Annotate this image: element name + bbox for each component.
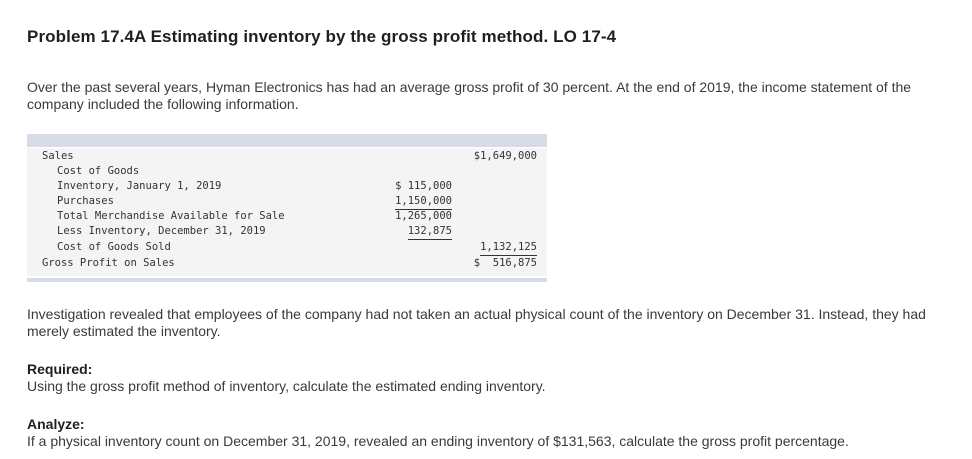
statement-row-sales: Sales $1,649,000 xyxy=(27,149,547,164)
row-label: Gross Profit on Sales xyxy=(42,257,175,269)
row-value: $ 115,000 xyxy=(395,180,452,192)
row-label: Purchases xyxy=(57,195,114,207)
row-label: Cost of Goods Sold xyxy=(57,241,171,253)
statement-row-purchases: Purchases 1,150,000 xyxy=(27,194,547,210)
statement-row-less-inventory: Less Inventory, December 31, 2019 132,87… xyxy=(27,224,547,240)
row-label: Inventory, January 1, 2019 xyxy=(57,180,222,192)
required-text: Using the gross profit method of invento… xyxy=(27,378,546,394)
income-statement: Sales $1,649,000 Cost of Goods Inventory… xyxy=(27,134,547,282)
problem-title: Problem 17.4A Estimating inventory by th… xyxy=(27,27,617,46)
investigation-paragraph: Investigation revealed that employees of… xyxy=(27,306,926,339)
analyze-heading: Analyze: xyxy=(27,416,85,432)
row-label: Total Merchandise Available for Sale xyxy=(57,210,285,222)
row-value: $1,649,000 xyxy=(473,150,537,162)
row-label: Less Inventory, December 31, 2019 xyxy=(57,225,266,237)
row-value: 1,265,000 xyxy=(395,210,452,222)
row-value: $ 516,875 xyxy=(473,257,537,269)
intro-paragraph: Over the past several years, Hyman Elect… xyxy=(27,79,912,112)
analyze-text: If a physical inventory count on Decembe… xyxy=(27,433,849,449)
statement-row-gross-profit: Gross Profit on Sales $ 516,875 xyxy=(27,256,547,271)
statement-row-cogs-sold: Cost of Goods Sold 1,132,125 xyxy=(27,240,547,256)
statement-row-inventory-jan: Inventory, January 1, 2019 $ 115,000 xyxy=(27,179,547,194)
statement-row-cogs-header: Cost of Goods xyxy=(27,164,547,179)
statement-header-bar xyxy=(27,134,547,147)
statement-footer-bar xyxy=(27,278,547,282)
row-value: 1,132,125 xyxy=(480,240,537,256)
required-heading: Required: xyxy=(27,361,93,377)
row-value: 1,150,000 xyxy=(395,194,452,210)
row-label: Cost of Goods xyxy=(57,165,140,177)
statement-row-total-available: Total Merchandise Available for Sale 1,2… xyxy=(27,209,547,224)
row-value: 132,875 xyxy=(407,224,452,240)
row-label: Sales xyxy=(42,150,74,162)
statement-body xyxy=(27,148,547,276)
